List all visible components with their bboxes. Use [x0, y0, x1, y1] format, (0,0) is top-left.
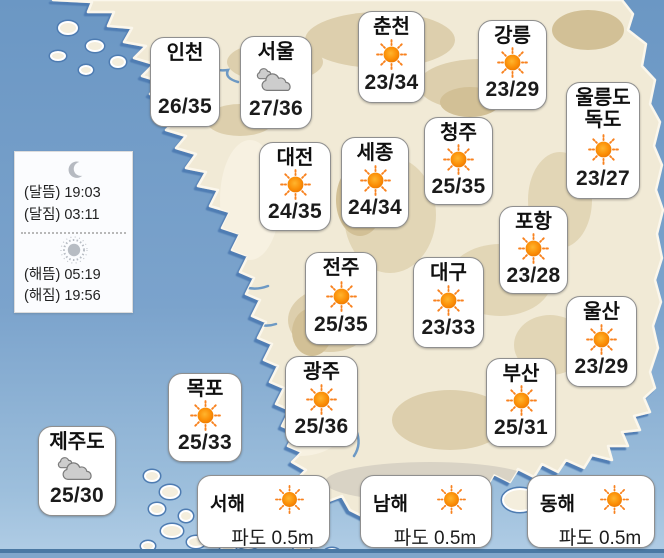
wave-height: 파도 0.5m: [558, 528, 642, 549]
city-name: 세종: [356, 142, 394, 164]
bottom-water-line: [0, 549, 664, 553]
weather-card-daejeon: 대전 24/35: [259, 142, 331, 231]
city-temp: 25/36: [294, 415, 349, 438]
city-temp: 23/34: [364, 71, 419, 94]
sunny-icon: [505, 385, 538, 416]
weather-card-seoul: 서울 27/36: [240, 36, 312, 129]
city-temp: 27/36: [248, 97, 304, 120]
sunny-icon: [375, 39, 408, 71]
city-temp: 25/35: [431, 174, 486, 198]
sunny-icon: [585, 323, 618, 355]
city-temp: 23/33: [421, 316, 476, 339]
wave-height: 파도 0.5m: [231, 528, 314, 549]
city-name: 제주도: [49, 431, 105, 453]
cloudy-icon: [56, 454, 98, 484]
city-name: 목포: [186, 378, 224, 400]
weather-card-jeju: 제주도 25/30: [38, 426, 116, 516]
city-name: 청주: [440, 122, 477, 144]
sunny-icon: [325, 280, 358, 312]
city-temp: 23/27: [575, 167, 631, 190]
city-name: 울릉도 독도: [575, 87, 631, 131]
moonset-time: (달짐) 03:11: [24, 206, 100, 223]
sea-name: 남해: [373, 493, 408, 515]
sea-card-seohae: 서해 파도 0.5m: [197, 475, 330, 549]
sunny-icon: [279, 169, 312, 200]
weather-card-busan: 부산 25/31: [486, 358, 556, 447]
sunny-icon: [599, 484, 630, 520]
sunny-icon: [432, 284, 465, 316]
weather-card-jeonju: 전주 25/35: [305, 252, 377, 345]
weather-card-incheon: 인천 26/35: [150, 37, 220, 127]
weather-card-sejong: 세종 24/34: [341, 137, 409, 228]
sunset-time: (해짐) 19:56: [24, 288, 101, 305]
city-name: 춘천: [373, 16, 410, 38]
weather-card-chuncheon: 춘천 23/34: [358, 11, 425, 103]
dotted-divider: [20, 231, 127, 234]
city-name: 전주: [322, 257, 360, 279]
weather-card-gwangju: 광주 25/36: [285, 356, 358, 447]
sunny-icon: [436, 484, 467, 520]
sunny-icon: [305, 383, 338, 415]
moonrise-time: (달뜸) 19:03: [24, 185, 101, 201]
sunny-icon: [517, 233, 550, 264]
sunrise-time: (해뜸) 05:19: [24, 266, 101, 283]
astro-panel: (달뜸) 19:03 (달짐) 03:11 (해뜸) 05:19 (해짐) 19…: [14, 151, 133, 313]
sea-card-namhae: 남해 파도 0.5m: [360, 475, 492, 549]
city-name: 인천: [166, 42, 204, 64]
city-name: 대구: [430, 262, 467, 284]
city-name: 울산: [583, 301, 620, 323]
city-name: 대전: [276, 147, 314, 169]
sea-card-donghae: 동해 파도 0.5m: [527, 475, 655, 549]
weather-card-pohang: 포항 23/28: [499, 206, 568, 294]
sunny-icon: [496, 47, 529, 79]
city-temp: 24/34: [347, 196, 403, 219]
weather-card-mokpo: 목포 25/33: [168, 373, 242, 462]
sea-name: 서해: [210, 493, 245, 515]
city-name: 서울: [257, 41, 295, 63]
weather-card-gangneung: 강릉 23/29: [478, 20, 547, 110]
weather-card-daegu: 대구 23/33: [413, 257, 484, 348]
weather-card-ulleungdo-dokdo: 울릉도 독도 23/27: [566, 82, 640, 199]
city-temp: 25/31: [493, 415, 549, 439]
sunny-icon: [442, 144, 475, 175]
city-name: 부산: [502, 363, 540, 385]
city-name: 광주: [303, 361, 340, 383]
cloudy-icon: [255, 65, 297, 95]
city-temp: 25/30: [49, 484, 105, 507]
sunny-icon: [359, 164, 392, 196]
city-name: 강릉: [494, 25, 531, 47]
city-name: 포항: [515, 211, 552, 233]
city-temp: 23/29: [574, 355, 629, 378]
city-temp: 26/35: [157, 95, 213, 118]
sunny-icon: [587, 133, 620, 165]
gray-sun-icon: [59, 235, 89, 264]
city-temp: 23/29: [485, 78, 540, 101]
sunny-icon: [274, 484, 305, 520]
city-temp: 25/35: [313, 313, 369, 336]
weather-card-cheongju: 청주 25/35: [424, 117, 493, 205]
moon-crescent-icon: [61, 158, 87, 182]
sea-name: 동해: [540, 493, 575, 515]
wave-height: 파도 0.5m: [393, 528, 477, 549]
sunny-icon: [189, 400, 222, 431]
city-temp: 24/35: [267, 199, 323, 223]
city-temp: 23/28: [506, 263, 561, 287]
weather-card-ulsan: 울산 23/29: [566, 296, 637, 387]
city-temp: 25/33: [177, 430, 233, 454]
